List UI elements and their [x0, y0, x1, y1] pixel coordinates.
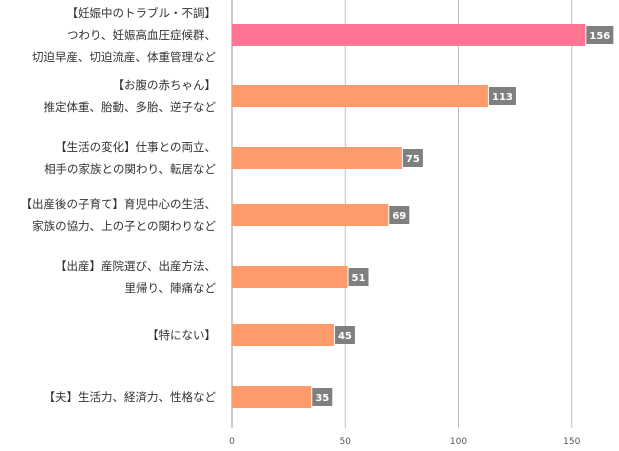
data-label-box [402, 149, 423, 167]
x-axis-ticks: 0 50 100 150 [229, 437, 580, 447]
data-label-box [348, 268, 369, 286]
category-label: 相手の家族との関わり、転居など [44, 162, 216, 176]
x-tick-label: 50 [340, 437, 352, 447]
bars: 156 113 75 69 51 45 35 [232, 24, 614, 408]
x-tick-label: 150 [563, 437, 580, 447]
data-label: 156 [589, 31, 610, 42]
bar [232, 266, 348, 288]
category-label: 【特にない】 [147, 328, 216, 342]
data-label-box [488, 87, 516, 105]
data-label: 75 [406, 154, 420, 165]
data-label-box [334, 326, 355, 344]
bar [232, 85, 488, 107]
category-label: 推定体重、胎動、多胎、逆子など [44, 100, 217, 114]
data-label: 69 [392, 211, 406, 222]
data-label: 113 [492, 92, 513, 103]
data-label-box [586, 26, 614, 44]
category-label: 【妊娠中のトラブル・不調】 [67, 6, 217, 20]
bar [232, 324, 334, 346]
category-label: つわり、妊娠高血圧症候群、 [67, 28, 216, 42]
category-label: 【お腹の赤ちゃん】 [113, 78, 217, 92]
category-label: 切迫早産、切迫流産、体重管理など [32, 50, 216, 64]
category-labels: 【妊娠中のトラブル・不調】つわり、妊娠高血圧症候群、切迫早産、切迫流産、体重管理… [21, 6, 217, 404]
category-label: 【出産】産院選び、出産方法、 [55, 259, 216, 273]
x-tick-label: 100 [450, 437, 467, 447]
data-label: 45 [338, 331, 352, 342]
bar [232, 24, 586, 46]
category-label: 里帰り、陣痛など [124, 281, 216, 295]
category-label: 家族の協力、上の子との関わりなど [32, 219, 216, 233]
category-label: 【生活の変化】仕事との両立、 [55, 140, 216, 154]
bar [232, 204, 389, 226]
data-label-box [389, 206, 410, 224]
bar [232, 386, 312, 408]
category-label: 【出産後の子育て】育児中心の生活、 [21, 197, 217, 211]
category-label: 【夫】生活力、経済力、性格など [44, 390, 217, 404]
data-label: 35 [315, 393, 329, 404]
data-label: 51 [352, 273, 366, 284]
bar [232, 147, 402, 169]
data-label-box [312, 388, 333, 406]
x-tick-label: 0 [229, 437, 235, 447]
